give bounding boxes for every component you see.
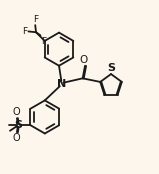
Text: O: O <box>13 107 20 117</box>
Text: S: S <box>15 120 23 130</box>
Text: O: O <box>79 55 87 65</box>
Text: F: F <box>23 27 28 36</box>
Text: N: N <box>57 79 66 89</box>
Text: O: O <box>13 133 20 143</box>
Text: F: F <box>41 37 46 46</box>
Text: F: F <box>33 15 38 24</box>
Text: S: S <box>107 64 115 73</box>
